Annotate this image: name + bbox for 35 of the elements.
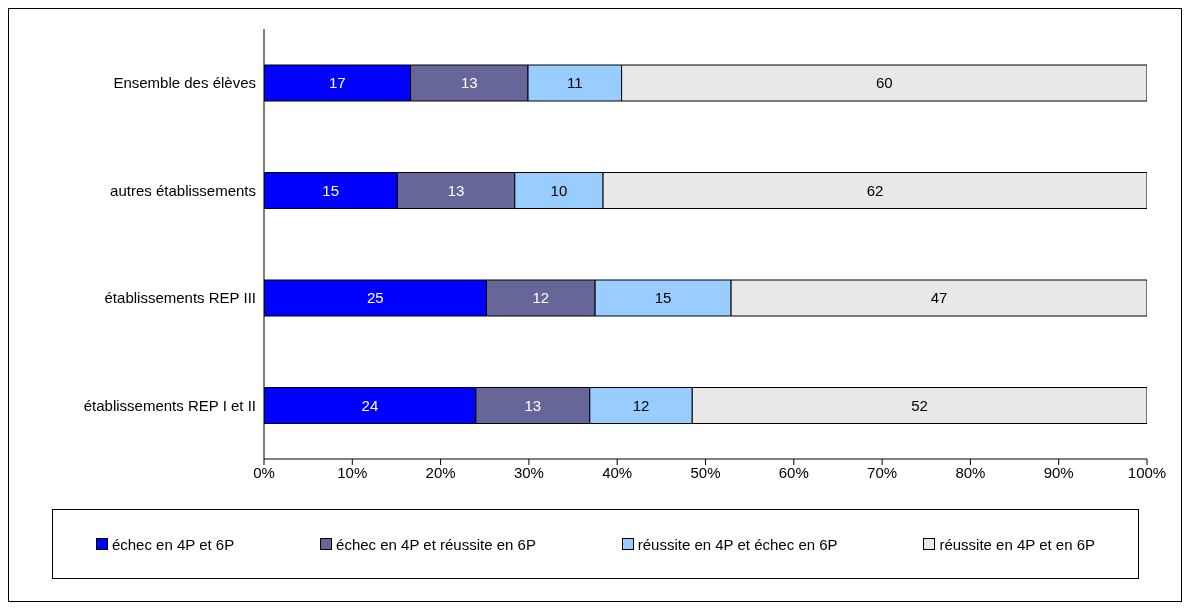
data-label: 15 xyxy=(322,181,340,199)
data-label: 24 xyxy=(361,396,379,414)
data-label: 13 xyxy=(460,74,478,91)
data-label: 12 xyxy=(632,396,650,414)
legend-label: réussite en 4P et échec en 6P xyxy=(636,535,838,553)
x-tick-label: 60% xyxy=(778,463,809,481)
x-tick-label: 80% xyxy=(955,463,986,481)
x-tick-label: 30% xyxy=(513,463,544,481)
x-tick-label: 10% xyxy=(337,463,368,481)
data-label: 52 xyxy=(911,396,928,414)
x-tick-label: 100% xyxy=(1127,463,1167,481)
data-label: 25 xyxy=(366,289,384,306)
data-label: 47 xyxy=(930,289,948,306)
x-tick-label: 70% xyxy=(867,463,898,481)
data-label: 60 xyxy=(875,74,893,91)
x-tick-label: 40% xyxy=(602,463,633,481)
y-tick-label: Ensemble des élèves xyxy=(113,74,256,92)
data-label: 10 xyxy=(550,181,568,199)
legend-label: réussite en 4P et en 6P xyxy=(938,535,1096,553)
x-tick-label: 90% xyxy=(1043,463,1074,481)
data-label: 15 xyxy=(654,289,672,306)
x-tick-label: 50% xyxy=(690,463,721,481)
legend-label: échec en 4P et réussite en 6P xyxy=(335,535,536,553)
y-tick-label: établissements REP III xyxy=(104,289,256,307)
data-label: 17 xyxy=(328,74,346,91)
data-label: 11 xyxy=(567,74,583,91)
data-label: 12 xyxy=(532,289,550,306)
x-tick-label: 0% xyxy=(253,463,275,481)
x-tick-label: 20% xyxy=(425,463,456,481)
data-label: 62 xyxy=(866,181,884,199)
data-label: 13 xyxy=(524,396,542,414)
legend-label: échec en 4P et 6P xyxy=(110,535,235,553)
y-tick-label: établissements REP I et II xyxy=(83,396,256,414)
data-label: 13 xyxy=(447,181,465,199)
y-tick-label: autres établissements xyxy=(110,181,256,199)
